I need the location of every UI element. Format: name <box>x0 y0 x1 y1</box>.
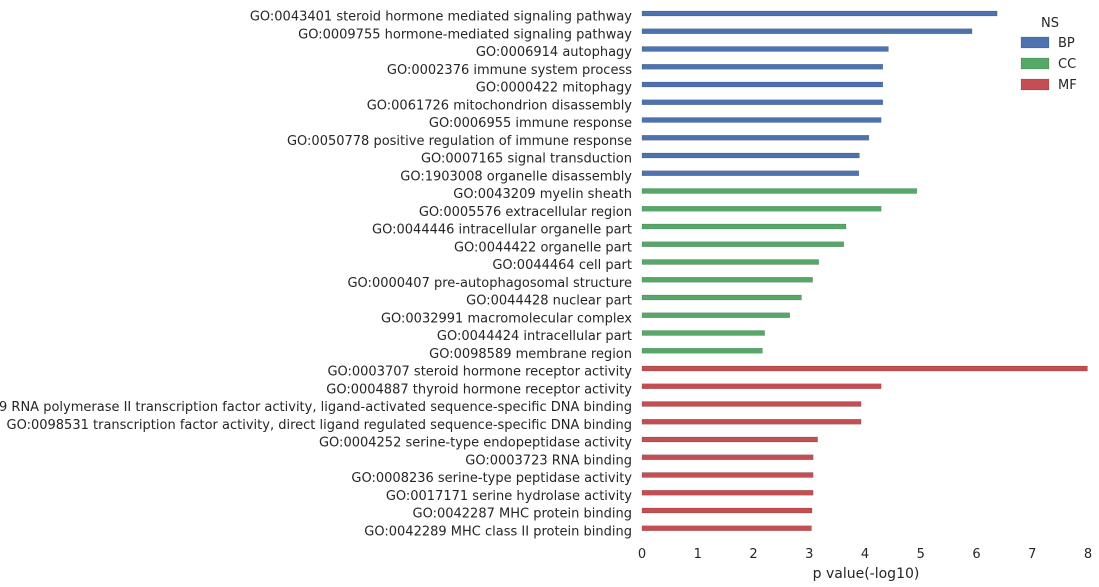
legend-swatch-cc <box>1020 57 1050 70</box>
category-label: GO:0098531 transcription factor activity… <box>7 418 632 433</box>
x-tick-label: 3 <box>805 547 813 562</box>
bar-cc <box>641 277 813 283</box>
bar-mf <box>641 472 814 478</box>
bar-bp <box>641 117 882 123</box>
category-label: GO:0050778 positive regulation of immune… <box>287 134 632 149</box>
bar-bp <box>641 152 860 159</box>
category-labels: GO:0043401 steroid hormone mediated sign… <box>0 10 632 540</box>
bar-cc <box>641 259 819 265</box>
category-label: GO:0042287 MHC protein binding <box>413 507 633 522</box>
legend-label-mf: MF <box>1058 78 1077 93</box>
category-label: GO:0044422 organelle part <box>454 240 632 255</box>
category-label: GO:0032991 macromolecular complex <box>381 311 632 326</box>
legend-swatch-bp <box>1020 36 1050 49</box>
bar-bp <box>641 81 884 88</box>
category-label: GO:0004252 serine-type endopeptidase act… <box>319 436 632 451</box>
bar-bp <box>641 170 860 176</box>
bar-bp <box>641 28 973 34</box>
category-label: GO:0006914 autophagy <box>476 45 632 60</box>
category-label: GO:0042289 MHC class II protein binding <box>364 524 632 539</box>
x-tick-label: 8 <box>1084 547 1092 562</box>
category-label: GO:0000407 pre-autophagosomal structure <box>347 276 632 291</box>
bar-bp <box>641 10 998 17</box>
category-label: GO:0004879 RNA polymerase II transcripti… <box>0 400 632 415</box>
bar-cc <box>641 312 790 318</box>
category-label: GO:0009755 hormone-mediated signaling pa… <box>298 27 632 42</box>
bar-bp <box>641 46 889 52</box>
bar-mf <box>641 490 814 496</box>
bar-mf <box>641 454 814 460</box>
bar-cc <box>641 330 765 336</box>
legend-label-cc: CC <box>1058 57 1076 72</box>
bar-mf <box>641 436 818 443</box>
category-label: GO:0043209 myelin sheath <box>453 187 632 202</box>
bar-cc <box>641 294 802 301</box>
category-label: GO:0061726 mitochondrion disassembly <box>367 98 633 113</box>
category-label: GO:0044446 intracellular organelle part <box>372 223 632 238</box>
bar-cc <box>641 188 918 194</box>
category-label: GO:0002376 immune system process <box>387 63 632 78</box>
category-label: GO:0003707 steroid hormone receptor acti… <box>327 365 632 380</box>
category-label: GO:0098589 membrane region <box>429 347 632 362</box>
bar-bp <box>641 99 884 105</box>
bar-cc <box>641 348 763 354</box>
bar-mf <box>641 419 862 425</box>
x-tick-label: 2 <box>749 547 757 562</box>
x-tick-label: 6 <box>972 547 980 562</box>
bar-mf <box>641 383 882 389</box>
category-label: GO:0044424 intracellular part <box>437 329 632 344</box>
x-tick-label: 7 <box>1028 547 1036 562</box>
legend: NS BP CC MF <box>1020 16 1077 93</box>
legend-label-bp: BP <box>1058 36 1075 51</box>
bar-mf <box>641 507 813 514</box>
x-tick-label: 0 <box>638 547 646 562</box>
category-label: GO:0044428 nuclear part <box>466 294 632 309</box>
bar-mf <box>641 401 862 407</box>
bar-cc <box>641 206 882 212</box>
bar-bp <box>641 64 884 70</box>
category-label: GO:0007165 signal transduction <box>421 152 632 167</box>
bar-cc <box>641 241 845 247</box>
legend-swatch-mf <box>1020 78 1050 91</box>
category-label: GO:0005576 extracellular region <box>419 205 632 220</box>
category-label: GO:0044464 cell part <box>492 258 632 273</box>
bar-bp <box>641 135 870 141</box>
bar-cc <box>641 223 847 230</box>
category-label: GO:0017171 serine hydrolase activity <box>386 489 632 504</box>
category-label: GO:0008236 serine-type peptidase activit… <box>351 471 632 486</box>
category-label: GO:0003723 RNA binding <box>465 453 632 468</box>
category-label: GO:0004887 thyroid hormone receptor acti… <box>326 382 632 397</box>
category-label: GO:0006955 immune response <box>429 116 632 131</box>
x-axis-title: p value(-log10) <box>813 566 920 582</box>
legend-title: NS <box>1041 16 1059 31</box>
category-label: GO:0043401 steroid hormone mediated sign… <box>250 10 632 25</box>
x-axis-ticks: 0 1 2 3 4 5 6 7 8 <box>638 547 1092 562</box>
bars-group <box>641 10 1088 531</box>
category-label: GO:1903008 organelle disassembly <box>400 169 632 184</box>
x-tick-label: 1 <box>694 547 702 562</box>
x-tick-label: 5 <box>917 547 925 562</box>
x-tick-label: 4 <box>861 547 869 562</box>
bar-mf <box>641 525 812 531</box>
bar-mf <box>641 365 1088 372</box>
category-label: GO:0000422 mitophagy <box>476 81 633 96</box>
